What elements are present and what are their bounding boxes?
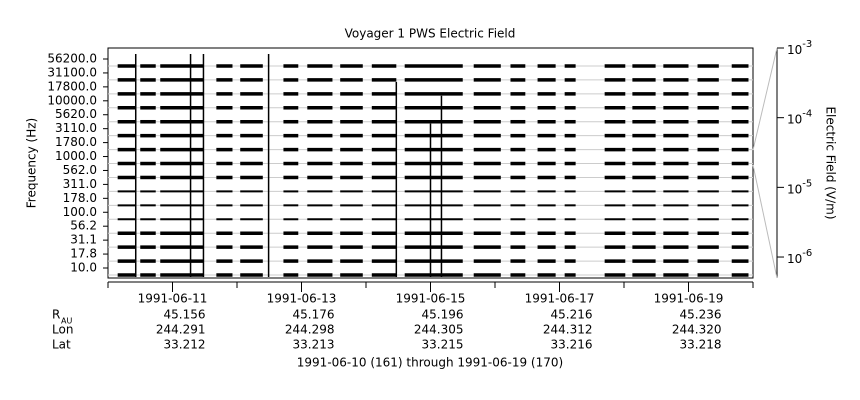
- ephemeris-value: 45.216: [551, 308, 593, 322]
- ephemeris-value: 33.218: [680, 338, 722, 352]
- y2-tick-exponent: -5: [802, 178, 812, 189]
- chart-title: Voyager 1 PWS Electric Field: [345, 27, 516, 41]
- y2-connector: [752, 47, 778, 151]
- y2-tick-base: 10: [787, 112, 802, 126]
- ephemeris-value: 33.213: [293, 338, 335, 352]
- y-tick-label: 311.0: [63, 177, 97, 191]
- y2-tick-label: 10-5: [787, 178, 812, 196]
- y-tick-label: 5620.0: [55, 107, 97, 121]
- ephemeris-value: 45.196: [422, 308, 464, 322]
- y-tick-label: 17.8: [70, 247, 97, 261]
- y-tick-label: 10000.0: [47, 93, 97, 107]
- ephemeris-label: R: [52, 308, 60, 322]
- ephemeris-value: 45.156: [164, 308, 206, 322]
- x-tick-label: 1991-06-13: [267, 292, 337, 306]
- ephemeris-subscript: AU: [61, 317, 72, 326]
- y-tick-label: 10.0: [70, 261, 97, 275]
- y-tick-label: 31.1: [70, 233, 97, 247]
- ephemeris-value: 244.320: [672, 323, 722, 337]
- ephemeris-value: 33.215: [422, 338, 464, 352]
- y2-tick-exponent: -3: [802, 39, 812, 50]
- y2-axis-title: Electric Field (V/m): [824, 106, 838, 219]
- y2-tick-base: 10: [787, 43, 802, 57]
- ephemeris-label: Lon: [52, 323, 73, 337]
- y2-tick-exponent: -4: [802, 109, 812, 120]
- plot-frame: [107, 47, 754, 279]
- y-tick-label: 562.0: [63, 163, 97, 177]
- y-tick-label: 17800.0: [47, 79, 97, 93]
- ephemeris-value: 33.212: [164, 338, 206, 352]
- y-tick-label: 1780.0: [55, 135, 97, 149]
- ephemeris-value: 244.291: [156, 323, 206, 337]
- x-tick-label: 1991-06-17: [525, 292, 595, 306]
- ephemeris-value: 244.305: [414, 323, 464, 337]
- x-tick-label: 1991-06-15: [396, 292, 466, 306]
- ephemeris-value: 33.216: [551, 338, 593, 352]
- ephemeris-value: 45.236: [680, 308, 722, 322]
- y2-tick-base: 10: [787, 182, 802, 196]
- y-tick-label: 3110.0: [55, 121, 97, 135]
- y-tick-label: 56200.0: [47, 52, 97, 66]
- y-tick-label: 1000.0: [55, 149, 97, 163]
- y-tick-label: 178.0: [63, 191, 97, 205]
- y2-connector: [752, 164, 778, 279]
- y2-tick-label: 10-3: [787, 39, 812, 57]
- y-tick-label: 31100.0: [47, 65, 97, 79]
- x-tick-label: 1991-06-11: [138, 292, 208, 306]
- ephemeris-label: Lat: [52, 338, 71, 352]
- y-tick-label: 100.0: [63, 205, 97, 219]
- ephemeris-value: 244.312: [543, 323, 593, 337]
- y2-tick-exponent: -6: [802, 248, 812, 259]
- x-tick-label: 1991-06-19: [654, 292, 724, 306]
- y-axis-title: Frequency (Hz): [25, 118, 39, 209]
- ephemeris-value: 45.176: [293, 308, 335, 322]
- footer: 1991-06-10 (161) through 1991-06-19 (170…: [297, 356, 563, 370]
- ephemeris-value: 244.298: [285, 323, 335, 337]
- y-tick-label: 56.2: [70, 219, 97, 233]
- y2-tick-label: 10-6: [787, 248, 812, 266]
- y2-tick-label: 10-4: [787, 109, 812, 127]
- y2-tick-base: 10: [787, 252, 802, 266]
